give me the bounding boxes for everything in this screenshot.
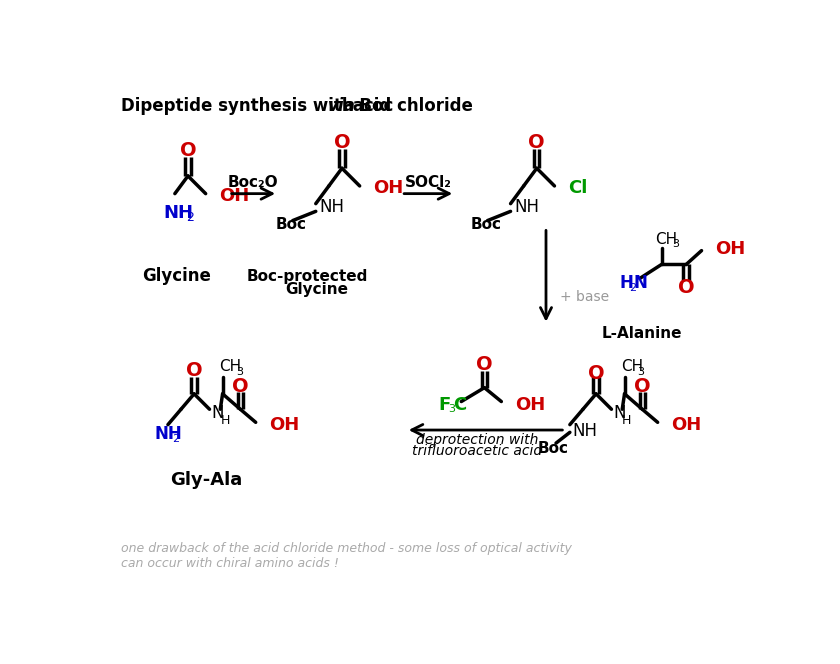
Text: via: via: [328, 97, 356, 115]
Text: CH: CH: [655, 232, 678, 247]
Text: H: H: [622, 414, 632, 426]
Text: H: H: [220, 414, 229, 426]
Text: O: O: [476, 355, 493, 374]
Text: SOCl₂: SOCl₂: [405, 175, 452, 191]
Text: O: O: [678, 278, 695, 297]
Text: 2: 2: [186, 211, 193, 224]
Text: Glycine: Glycine: [285, 282, 348, 297]
Text: O: O: [232, 376, 249, 396]
Text: H: H: [619, 274, 633, 292]
Text: N: N: [633, 274, 647, 292]
Text: NH: NH: [514, 199, 539, 216]
Text: F: F: [438, 396, 450, 414]
Text: O: O: [180, 141, 197, 160]
Text: N: N: [211, 404, 223, 422]
Text: acid chloride: acid chloride: [348, 97, 473, 115]
Text: Glycine: Glycine: [142, 267, 211, 285]
Text: 3: 3: [672, 240, 680, 250]
Text: + base: + base: [560, 290, 609, 304]
Text: Boc₂O: Boc₂O: [228, 175, 279, 191]
Text: Boc-protected: Boc-protected: [247, 268, 368, 284]
Text: 2: 2: [629, 283, 636, 293]
Text: OH: OH: [671, 416, 701, 434]
Text: 2: 2: [172, 434, 180, 444]
Text: O: O: [186, 361, 202, 380]
Text: OH: OH: [270, 416, 300, 434]
Text: trifluoroacetic acid: trifluoroacetic acid: [412, 444, 542, 457]
Text: OH: OH: [219, 187, 249, 205]
Text: OH: OH: [374, 179, 404, 197]
Text: CH: CH: [218, 359, 241, 374]
Text: OH: OH: [716, 240, 746, 258]
Text: NH: NH: [320, 199, 344, 216]
Text: L-Alanine: L-Alanine: [602, 326, 683, 341]
Text: Cl: Cl: [569, 179, 588, 197]
Text: OH: OH: [515, 396, 545, 414]
Text: O: O: [634, 376, 650, 396]
Text: 3: 3: [449, 404, 455, 414]
Text: Gly-Ala: Gly-Ala: [171, 471, 243, 489]
Text: NH: NH: [154, 425, 181, 443]
Text: CH: CH: [621, 359, 643, 374]
Text: Boc: Boc: [276, 217, 307, 232]
Text: O: O: [588, 365, 604, 383]
Text: 3: 3: [638, 367, 644, 376]
Text: O: O: [333, 133, 350, 152]
Text: 3: 3: [236, 367, 243, 376]
Text: N: N: [613, 404, 626, 422]
Text: deprotection with: deprotection with: [416, 433, 538, 447]
Text: NH: NH: [572, 422, 597, 440]
Text: NH: NH: [163, 204, 193, 222]
Text: Dipeptide synthesis with Boc: Dipeptide synthesis with Boc: [121, 97, 399, 115]
Text: one drawback of the acid chloride method - some loss of optical activity
can occ: one drawback of the acid chloride method…: [121, 542, 572, 570]
Text: C: C: [454, 396, 467, 414]
Text: Boc: Boc: [538, 441, 569, 456]
Text: O: O: [528, 133, 545, 152]
Text: Boc: Boc: [470, 217, 501, 232]
